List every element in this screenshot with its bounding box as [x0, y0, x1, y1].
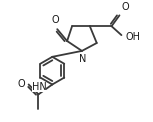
Text: O: O [17, 79, 25, 89]
Text: O: O [51, 15, 59, 25]
Text: HN: HN [32, 82, 46, 92]
Text: O: O [121, 2, 129, 12]
Text: OH: OH [125, 32, 140, 42]
Text: N: N [79, 54, 87, 64]
